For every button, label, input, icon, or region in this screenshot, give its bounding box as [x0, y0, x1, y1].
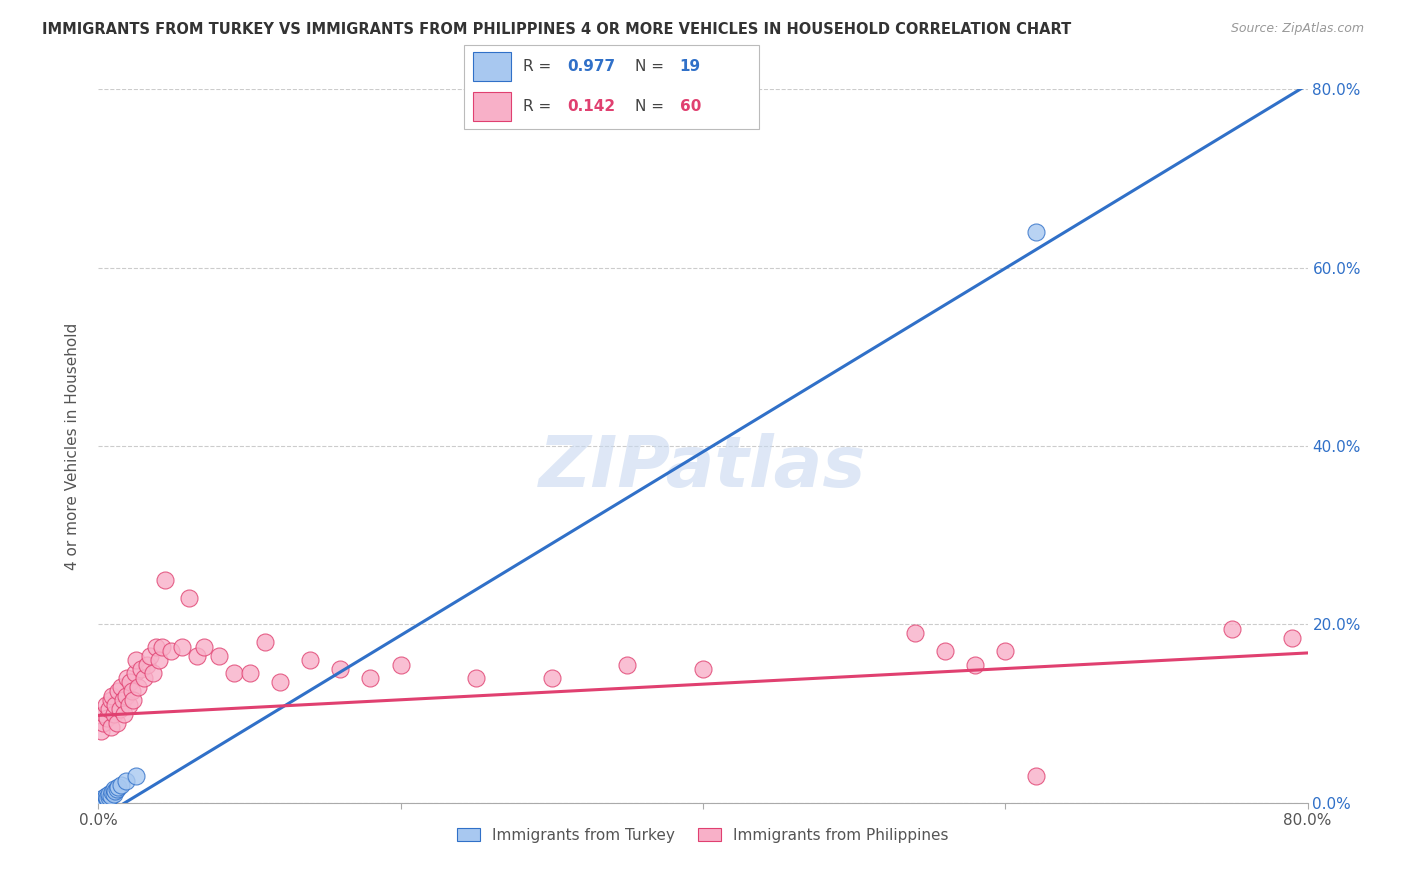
Point	[329, 662, 352, 676]
Text: R =: R =	[523, 59, 557, 74]
Point	[125, 653, 148, 667]
Legend: Immigrants from Turkey, Immigrants from Philippines: Immigrants from Turkey, Immigrants from …	[451, 822, 955, 848]
Point	[103, 782, 125, 797]
Point	[142, 666, 165, 681]
Point	[98, 787, 121, 801]
Point	[224, 666, 246, 681]
Point	[114, 689, 136, 703]
Point	[98, 789, 121, 804]
Point	[540, 671, 562, 685]
Point	[104, 698, 127, 712]
Point	[124, 666, 146, 681]
Point	[108, 702, 131, 716]
Point	[94, 790, 117, 805]
Point	[1024, 225, 1046, 239]
Point	[110, 680, 132, 694]
Point	[1220, 622, 1243, 636]
Text: 19: 19	[679, 59, 700, 74]
Point	[96, 791, 118, 805]
Text: ZIPatlas: ZIPatlas	[540, 433, 866, 502]
Point	[118, 698, 141, 712]
Point	[994, 644, 1017, 658]
Point	[105, 782, 128, 797]
Text: IMMIGRANTS FROM TURKEY VS IMMIGRANTS FROM PHILIPPINES 4 OR MORE VEHICLES IN HOUS: IMMIGRANTS FROM TURKEY VS IMMIGRANTS FRO…	[42, 22, 1071, 37]
Point	[170, 640, 193, 654]
Point	[103, 706, 125, 721]
Point	[101, 689, 124, 703]
Point	[107, 684, 129, 698]
Point	[193, 640, 215, 654]
Point	[253, 635, 276, 649]
Point	[965, 657, 987, 672]
Point	[122, 693, 145, 707]
Point	[125, 769, 148, 783]
Point	[112, 706, 135, 721]
Point	[269, 675, 291, 690]
Point	[692, 662, 714, 676]
Text: R =: R =	[523, 99, 557, 114]
Point	[90, 724, 112, 739]
Point	[98, 702, 121, 716]
Point	[93, 793, 115, 807]
Point	[389, 657, 412, 672]
Point	[101, 785, 124, 799]
Point	[104, 784, 127, 798]
Point	[132, 671, 155, 685]
Point	[94, 789, 117, 803]
Point	[239, 666, 262, 681]
Point	[91, 715, 114, 730]
Point	[1024, 769, 1046, 783]
Point	[360, 671, 382, 685]
Point	[145, 640, 167, 654]
Point	[120, 675, 142, 690]
Text: Source: ZipAtlas.com: Source: ZipAtlas.com	[1230, 22, 1364, 36]
Point	[90, 794, 112, 808]
Point	[153, 573, 176, 587]
Point	[148, 653, 170, 667]
Point	[934, 644, 956, 658]
Point	[100, 720, 122, 734]
Point	[114, 773, 136, 788]
Point	[179, 591, 201, 605]
Point	[100, 789, 122, 803]
Text: N =: N =	[636, 59, 669, 74]
Point	[96, 711, 118, 725]
Point	[904, 626, 927, 640]
Point	[91, 791, 114, 805]
Point	[160, 644, 183, 658]
Point	[110, 778, 132, 792]
Point	[94, 698, 117, 712]
Point	[127, 680, 149, 694]
Point	[105, 715, 128, 730]
Bar	[472, 53, 512, 81]
Point	[616, 657, 638, 672]
Point	[93, 706, 115, 721]
Point	[299, 653, 322, 667]
Point	[129, 662, 152, 676]
Point	[100, 693, 122, 707]
Point	[186, 648, 208, 663]
Point	[107, 780, 129, 794]
Point	[465, 671, 488, 685]
Point	[1281, 631, 1303, 645]
Point	[150, 640, 173, 654]
Point	[103, 787, 125, 801]
Text: N =: N =	[636, 99, 669, 114]
Point	[121, 684, 143, 698]
Y-axis label: 4 or more Vehicles in Household: 4 or more Vehicles in Household	[65, 322, 80, 570]
Point	[115, 671, 138, 685]
Bar	[472, 92, 512, 120]
Point	[139, 648, 162, 663]
Text: 60: 60	[679, 99, 702, 114]
Point	[111, 693, 134, 707]
Point	[208, 648, 231, 663]
Text: 0.977: 0.977	[568, 59, 616, 74]
Point	[135, 657, 157, 672]
Text: 0.142: 0.142	[568, 99, 616, 114]
